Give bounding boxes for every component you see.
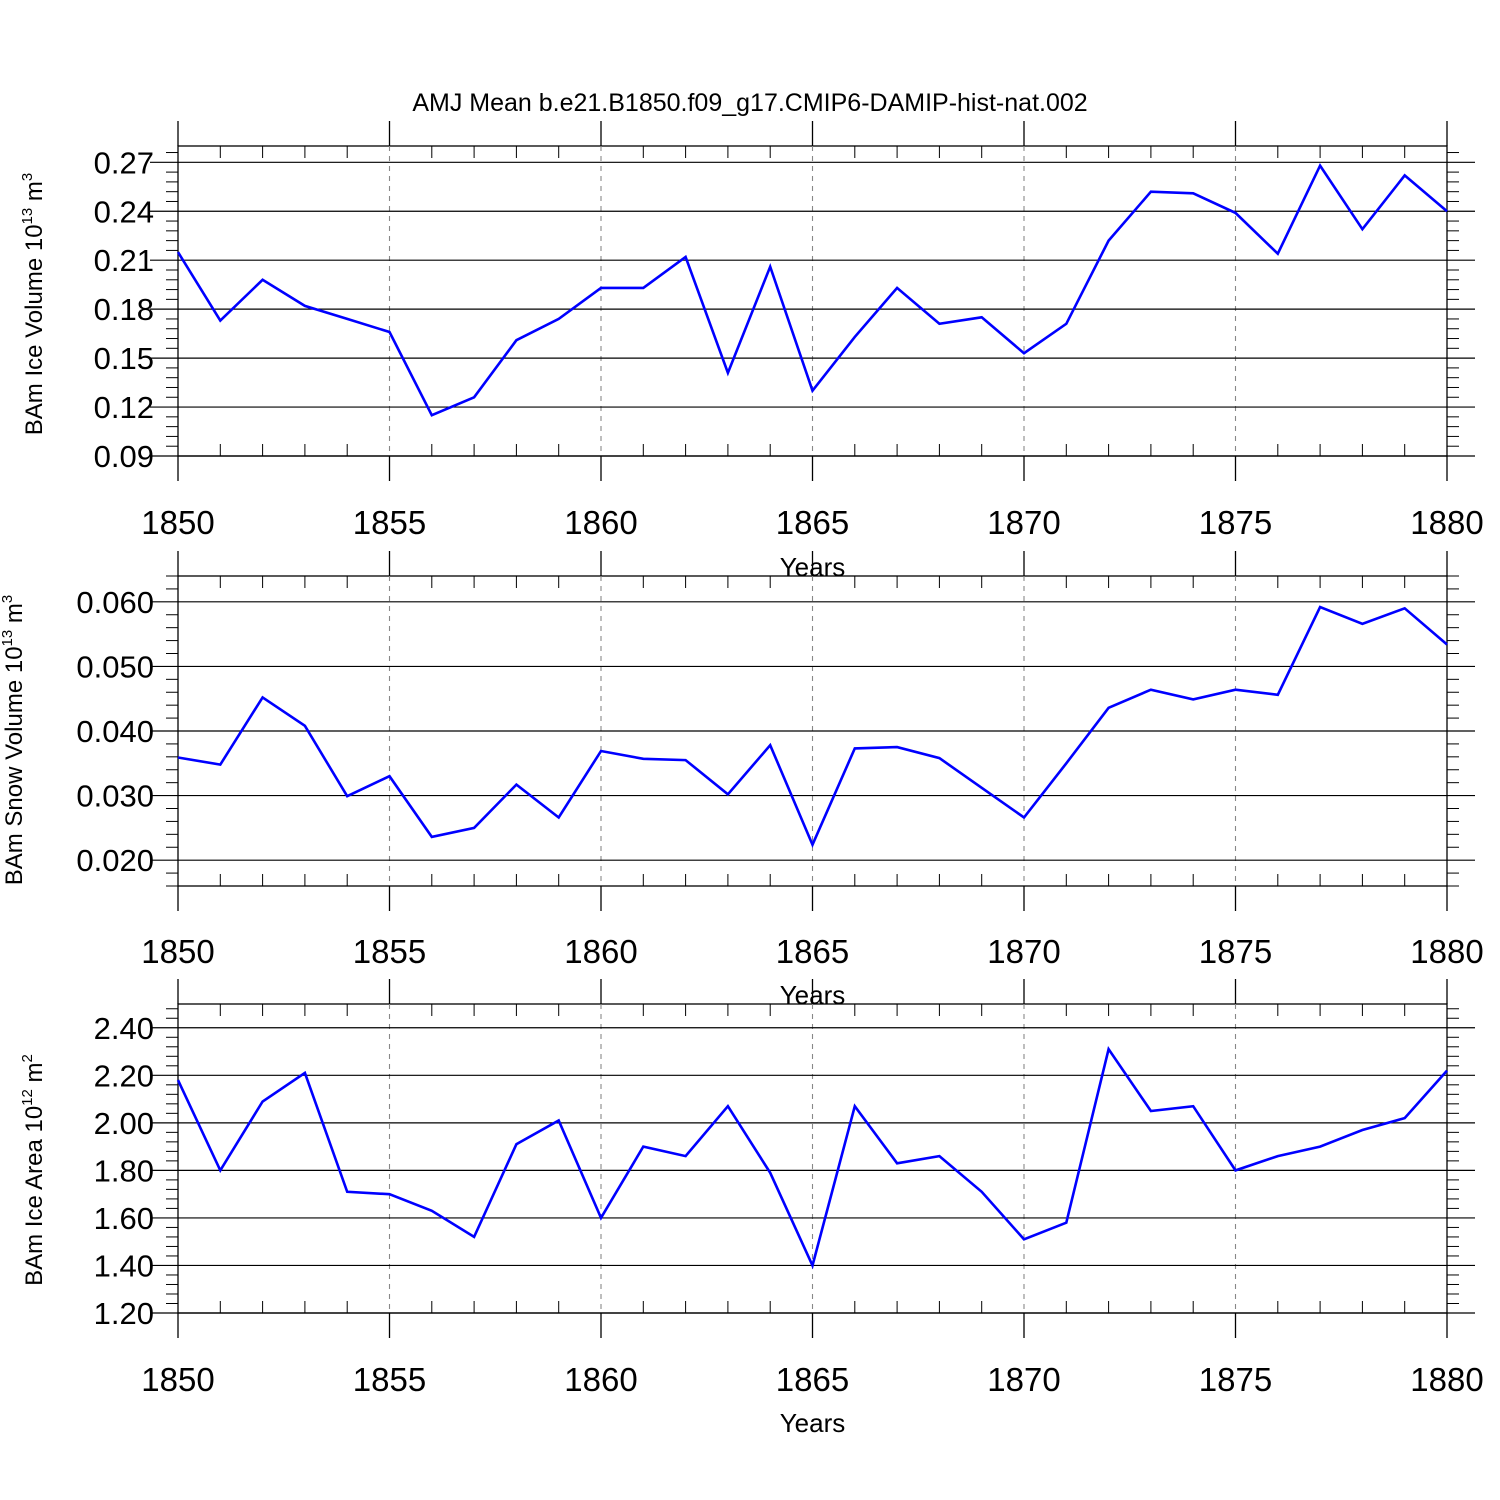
x-tick-label: 1855 (353, 504, 426, 541)
x-tick-label: 1875 (1199, 1361, 1272, 1398)
series-line (176, 162, 1448, 417)
y-tick-label: 0.09 (94, 439, 154, 474)
x-tick-label: 1860 (564, 504, 637, 541)
x-axis-label: Years (780, 1408, 846, 1438)
y-tick-label: 0.18 (94, 292, 154, 327)
y-axis-label: BAm Snow Volume 1013 m3 (0, 595, 28, 886)
x-tick-label: 1880 (1410, 933, 1483, 970)
panel-1: 1850 1855 1860 1865 1870 1875 1880 0.09 0.12 0.15… (19, 121, 1484, 582)
x-tick-label: 1870 (987, 1361, 1060, 1398)
y-tick-label: 1.80 (94, 1153, 154, 1188)
y-tick-label: 1.40 (94, 1248, 154, 1283)
y-tick-label: 0.24 (94, 194, 154, 229)
x-tick-label: 1860 (564, 933, 637, 970)
x-tick-label: 1860 (564, 1361, 637, 1398)
x-tick-label: 1850 (141, 1361, 214, 1398)
x-tick-label: 1870 (987, 933, 1060, 970)
y-tick-label: 0.12 (94, 390, 154, 425)
x-tick-label: 1850 (141, 504, 214, 541)
y-tick-label: 2.00 (94, 1106, 154, 1141)
y-tick-label: 0.030 (76, 779, 154, 814)
y-tick-label: 0.27 (94, 145, 154, 180)
y-axis-label: BAm Ice Volume 1013 m3 (19, 173, 48, 435)
y-tick-label: 0.15 (94, 341, 154, 376)
panel-3: 1850 1855 1860 1865 1870 1875 1880 1.20 1.40 1.60… (19, 979, 1484, 1438)
y-tick-label: 1.20 (94, 1296, 154, 1331)
y-tick-label: 0.21 (94, 243, 154, 278)
x-tick-label: 1850 (141, 933, 214, 970)
x-tick-label: 1855 (353, 933, 426, 970)
y-tick-label: 0.020 (76, 843, 154, 878)
x-tick-label: 1880 (1410, 1361, 1483, 1398)
x-tick-label: 1865 (776, 933, 849, 970)
series-line (176, 1046, 1448, 1270)
y-tick-label: 0.050 (76, 649, 154, 684)
panel-2: 1850 1855 1860 1865 1870 1875 1880 0.020 0.030 0.… (0, 551, 1484, 1010)
y-axis-label: BAm Ice Area 1012 m2 (19, 1054, 48, 1286)
x-tick-label: 1865 (776, 1361, 849, 1398)
x-tick-label: 1875 (1199, 504, 1272, 541)
x-tick-label: 1880 (1410, 504, 1483, 541)
y-tick-label: 0.060 (76, 585, 154, 620)
y-tick-label: 0.040 (76, 714, 154, 749)
series-line (177, 605, 1448, 848)
x-tick-label: 1855 (353, 1361, 426, 1398)
y-tick-label: 1.60 (94, 1201, 154, 1236)
x-tick-label: 1875 (1199, 933, 1272, 970)
y-tick-label: 2.40 (94, 1011, 154, 1046)
x-tick-label: 1870 (987, 504, 1060, 541)
y-tick-label: 2.20 (94, 1058, 154, 1093)
chart-title: AMJ Mean b.e21.B1850.f09_g17.CMIP6-DAMIP… (412, 89, 1087, 117)
x-tick-label: 1865 (776, 504, 849, 541)
